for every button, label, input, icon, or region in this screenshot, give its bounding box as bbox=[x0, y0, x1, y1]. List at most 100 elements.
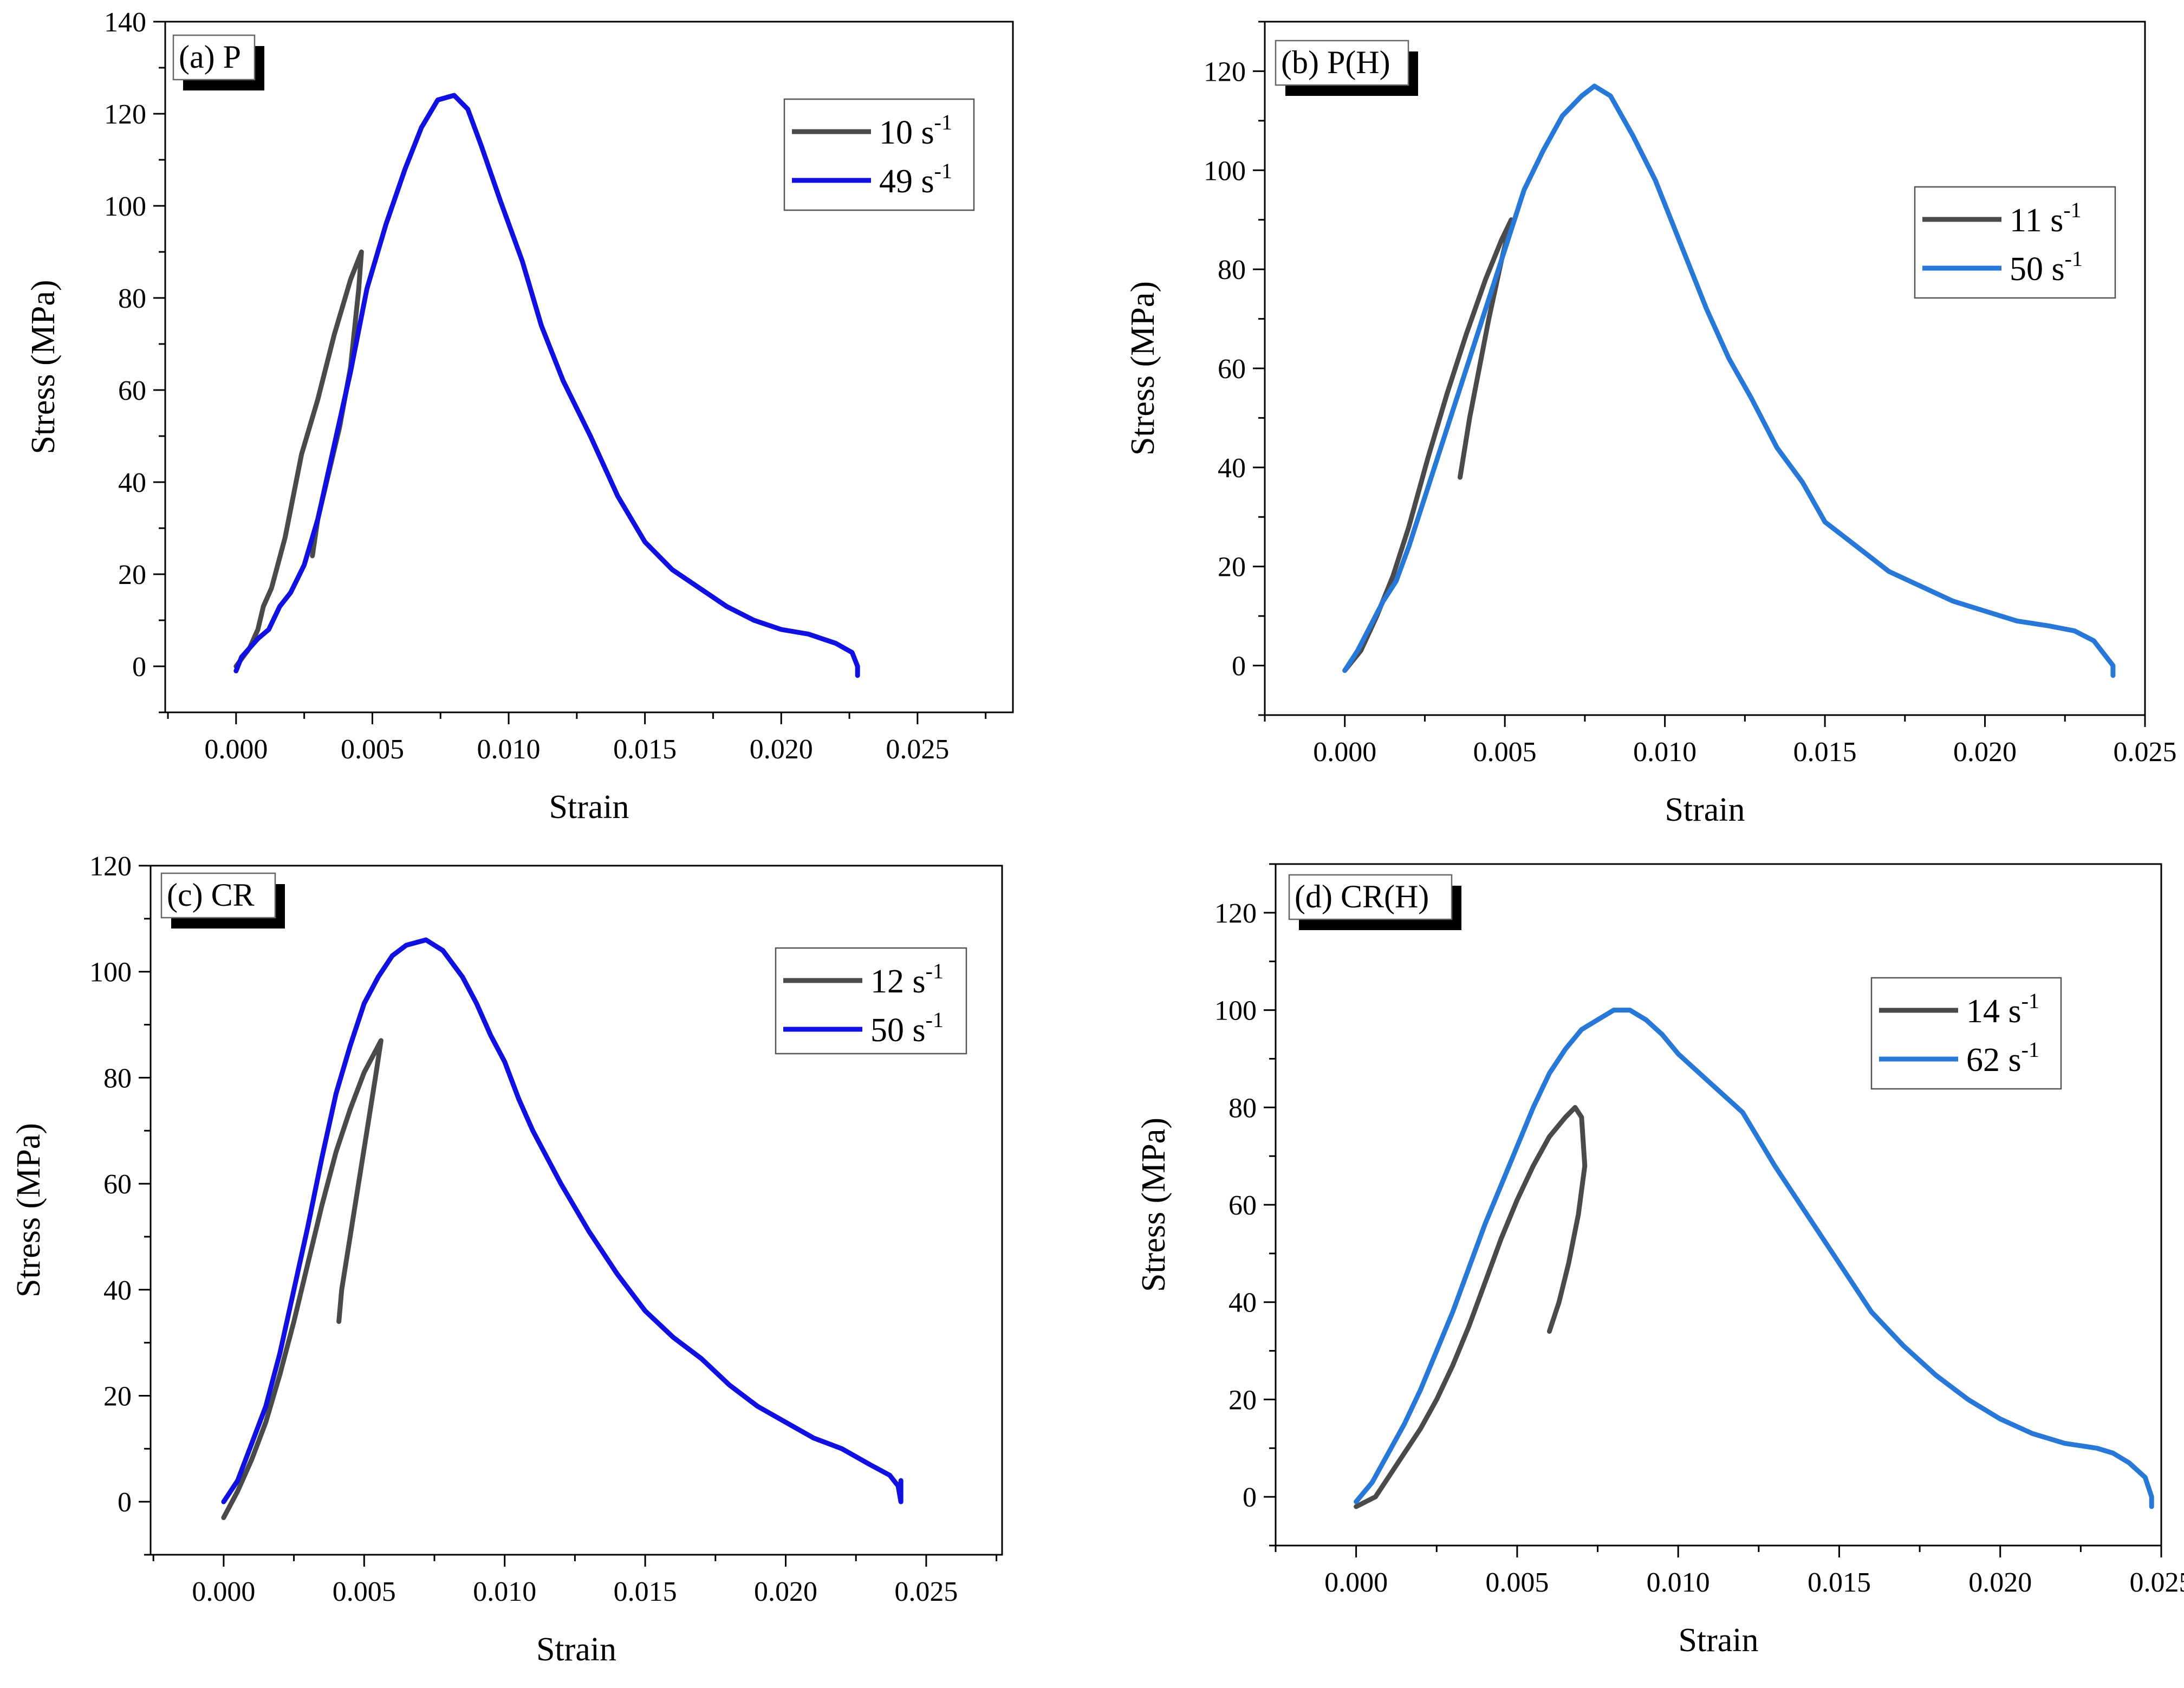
panel-d-y-tick-label: 100 bbox=[1214, 996, 1257, 1027]
panel-d-x-tick-label: 0.005 bbox=[1485, 1567, 1549, 1598]
panel-c-x-tick-label: 0.000 bbox=[192, 1576, 255, 1607]
panel-b-y-tick-label: 60 bbox=[1218, 354, 1246, 385]
panel-b-legend-entry-1-sup: -1 bbox=[2063, 198, 2081, 222]
panel-c-y-tick-label: 80 bbox=[103, 1063, 132, 1094]
panel-a-y-tick-label: 0 bbox=[132, 652, 146, 683]
panel-a-panel-label-text: (a) P bbox=[179, 39, 241, 75]
panel-c-panel-label-text: (c) CR bbox=[167, 877, 255, 913]
panel-c-legend-entry-2-name: 50 s bbox=[870, 1012, 926, 1049]
panel-c-x-tick-label: 0.025 bbox=[894, 1576, 958, 1607]
panel-b-panel-label: (b) P(H) bbox=[1275, 40, 1418, 96]
panel-a-legend-entry-1: 10 s-1 bbox=[879, 110, 952, 151]
panel-d-x-tick-label: 0.020 bbox=[1968, 1567, 2032, 1598]
panel-d-y-tick-label: 20 bbox=[1228, 1385, 1257, 1416]
panel-d-y-tick-label: 80 bbox=[1228, 1093, 1257, 1124]
panel-a-y-tick-label: 40 bbox=[118, 468, 146, 498]
panel-d-panel-label-box bbox=[1288, 874, 1453, 920]
panel-d-legend: 14 s-162 s-1 bbox=[1870, 977, 2062, 1090]
panel-c-x-axis-title: Strain bbox=[536, 1631, 616, 1668]
panel-b-legend-entry-1: 11 s-1 bbox=[2010, 198, 2082, 239]
panel-c-legend-entry-2: 50 s-1 bbox=[870, 1008, 944, 1049]
panel-b-y-tick-label: 80 bbox=[1218, 255, 1246, 285]
panel-d-legend-entry-2-sup: -1 bbox=[2021, 1037, 2039, 1062]
panel-d-legend-entry-1: 14 s-1 bbox=[1966, 989, 2039, 1030]
panel-a-y-tick-label: 60 bbox=[118, 375, 146, 406]
panel-b-y-axis-title: Stress (MPa) bbox=[1124, 281, 1161, 456]
panel-a-series-line-2 bbox=[233, 93, 860, 678]
panel-d-legend-entry-2-name: 62 s bbox=[1966, 1042, 2021, 1079]
panel-c-x-tick-label: 0.005 bbox=[333, 1576, 396, 1607]
panel-c-panel-label-box bbox=[160, 872, 276, 919]
panel-c-legend-frame bbox=[775, 947, 967, 1055]
panel-a-y-axis-title: Stress (MPa) bbox=[25, 280, 62, 454]
panel-a-x-tick-label: 0.005 bbox=[341, 734, 404, 765]
panel-d: 0.000 0.005 0.010 0.015 0.020 0.025 0 20 40 60 80 1… bbox=[1135, 863, 2184, 1659]
panel-a-y-tick-label: 80 bbox=[118, 283, 146, 314]
panel-d-panel-label-text: (d) CR(H) bbox=[1295, 879, 1429, 914]
panel-d-x-tick-label: 0.015 bbox=[1808, 1567, 1871, 1598]
panel-c-y-tick-label: 100 bbox=[89, 957, 132, 988]
panel-a: 0.000 0.005 0.010 0.015 0.020 0.025 0 20 40 60 80 1… bbox=[25, 7, 1014, 826]
panel-a-y-tick-label: 100 bbox=[104, 191, 146, 222]
panel-b-x-tick-label: 0.010 bbox=[1633, 737, 1696, 768]
panel-b-y-tick-label: 100 bbox=[1204, 155, 1246, 186]
panel-a-x-tick-label: 0.025 bbox=[886, 734, 949, 765]
panel-d-y-tick-label: 0 bbox=[1243, 1482, 1257, 1513]
panel-a-plot-frame bbox=[164, 21, 1014, 713]
panel-c-y-tick-label: 20 bbox=[103, 1381, 132, 1412]
panel-c-x-tick-label: 0.010 bbox=[473, 1576, 536, 1607]
panel-b-y-tick-label: 0 bbox=[1232, 651, 1246, 682]
panel-b-x-tick-label: 0.000 bbox=[1313, 737, 1376, 768]
panel-b-legend: 11 s-150 s-1 bbox=[1914, 186, 2116, 299]
panel-d-x-tick-label: 0.025 bbox=[2130, 1567, 2184, 1598]
panel-d-x-tick-label: 0.010 bbox=[1647, 1567, 1710, 1598]
panel-d-y-tick-label: 40 bbox=[1228, 1288, 1257, 1319]
panel-a-legend-entry-1-name: 10 s bbox=[879, 114, 934, 151]
panel-c-x-tick-label: 0.015 bbox=[614, 1576, 677, 1607]
panel-a-panel-label: (a) P bbox=[172, 34, 264, 90]
panel-c-y-tick-label: 0 bbox=[118, 1487, 132, 1518]
panel-d-legend-entry-2: 62 s-1 bbox=[1966, 1037, 2039, 1079]
panel-a-legend-entry-1-sup: -1 bbox=[934, 110, 952, 134]
panel-c-panel-label: (c) CR bbox=[160, 872, 285, 929]
panel-d-legend-entry-1-sup: -1 bbox=[2021, 989, 2039, 1013]
panel-d-y-axis-title: Stress (MPa) bbox=[1135, 1118, 1172, 1292]
panel-b-x-tick-label: 0.025 bbox=[2114, 737, 2177, 768]
panel-b: 0.000 0.005 0.010 0.015 0.020 0.025 0 20 40 60 80 1… bbox=[1124, 21, 2177, 828]
panel-c-y-tick-label: 60 bbox=[103, 1169, 132, 1200]
panel-c-legend-entry-1-name: 12 s bbox=[870, 963, 926, 1000]
panel-a-legend-entry-2-sup: -1 bbox=[934, 159, 952, 183]
panel-d-y-tick-label: 60 bbox=[1228, 1190, 1257, 1221]
panel-d-series-line-2 bbox=[1354, 1008, 2154, 1509]
panel-b-legend-entry-2-name: 50 s bbox=[2010, 251, 2065, 288]
panel-b-panel-label-box bbox=[1275, 40, 1409, 86]
panel-a-x-tick-label: 0.020 bbox=[750, 734, 813, 765]
panel-a-x-tick-label: 0.000 bbox=[204, 734, 268, 765]
panel-a-x-axis-title: Strain bbox=[549, 789, 629, 826]
panel-b-x-axis-title: Strain bbox=[1665, 791, 1745, 828]
panel-a-legend: 10 s-149 s-1 bbox=[783, 98, 975, 211]
panel-c-legend-entry-1-sup: -1 bbox=[926, 959, 944, 983]
panel-c: 0.000 0.005 0.010 0.015 0.020 0.025 0 20 40 60 80 1… bbox=[10, 851, 1003, 1668]
panel-c-legend-entry-1: 12 s-1 bbox=[870, 959, 944, 1000]
panel-b-x-tick-label: 0.020 bbox=[1953, 737, 2017, 768]
panel-c-y-tick-label: 40 bbox=[103, 1275, 132, 1306]
panel-d-legend-entry-1-name: 14 s bbox=[1966, 993, 2021, 1030]
panel-c-x-tick-label: 0.020 bbox=[754, 1576, 817, 1607]
panel-c-series-line-2 bbox=[221, 937, 903, 1504]
panel-c-plot-frame bbox=[150, 865, 1003, 1556]
panel-b-x-tick-label: 0.005 bbox=[1473, 737, 1537, 768]
panel-b-y-tick-label: 20 bbox=[1218, 552, 1246, 583]
panel-d-x-tick-label: 0.000 bbox=[1324, 1567, 1388, 1598]
panel-a-legend-entry-2: 49 s-1 bbox=[879, 159, 952, 200]
panel-b-legend-entry-2: 50 s-1 bbox=[2010, 246, 2083, 288]
panel-c-legend-entry-2-sup: -1 bbox=[926, 1008, 944, 1032]
panel-c-y-tick-label: 120 bbox=[89, 851, 132, 882]
panel-a-x-tick-label: 0.015 bbox=[613, 734, 677, 765]
panel-d-panel-label: (d) CR(H) bbox=[1288, 874, 1461, 930]
panel-b-legend-entry-2-sup: -1 bbox=[2065, 246, 2083, 271]
panel-b-x-tick-label: 0.015 bbox=[1793, 737, 1857, 768]
panel-d-series-line-1 bbox=[1354, 1105, 1588, 1509]
